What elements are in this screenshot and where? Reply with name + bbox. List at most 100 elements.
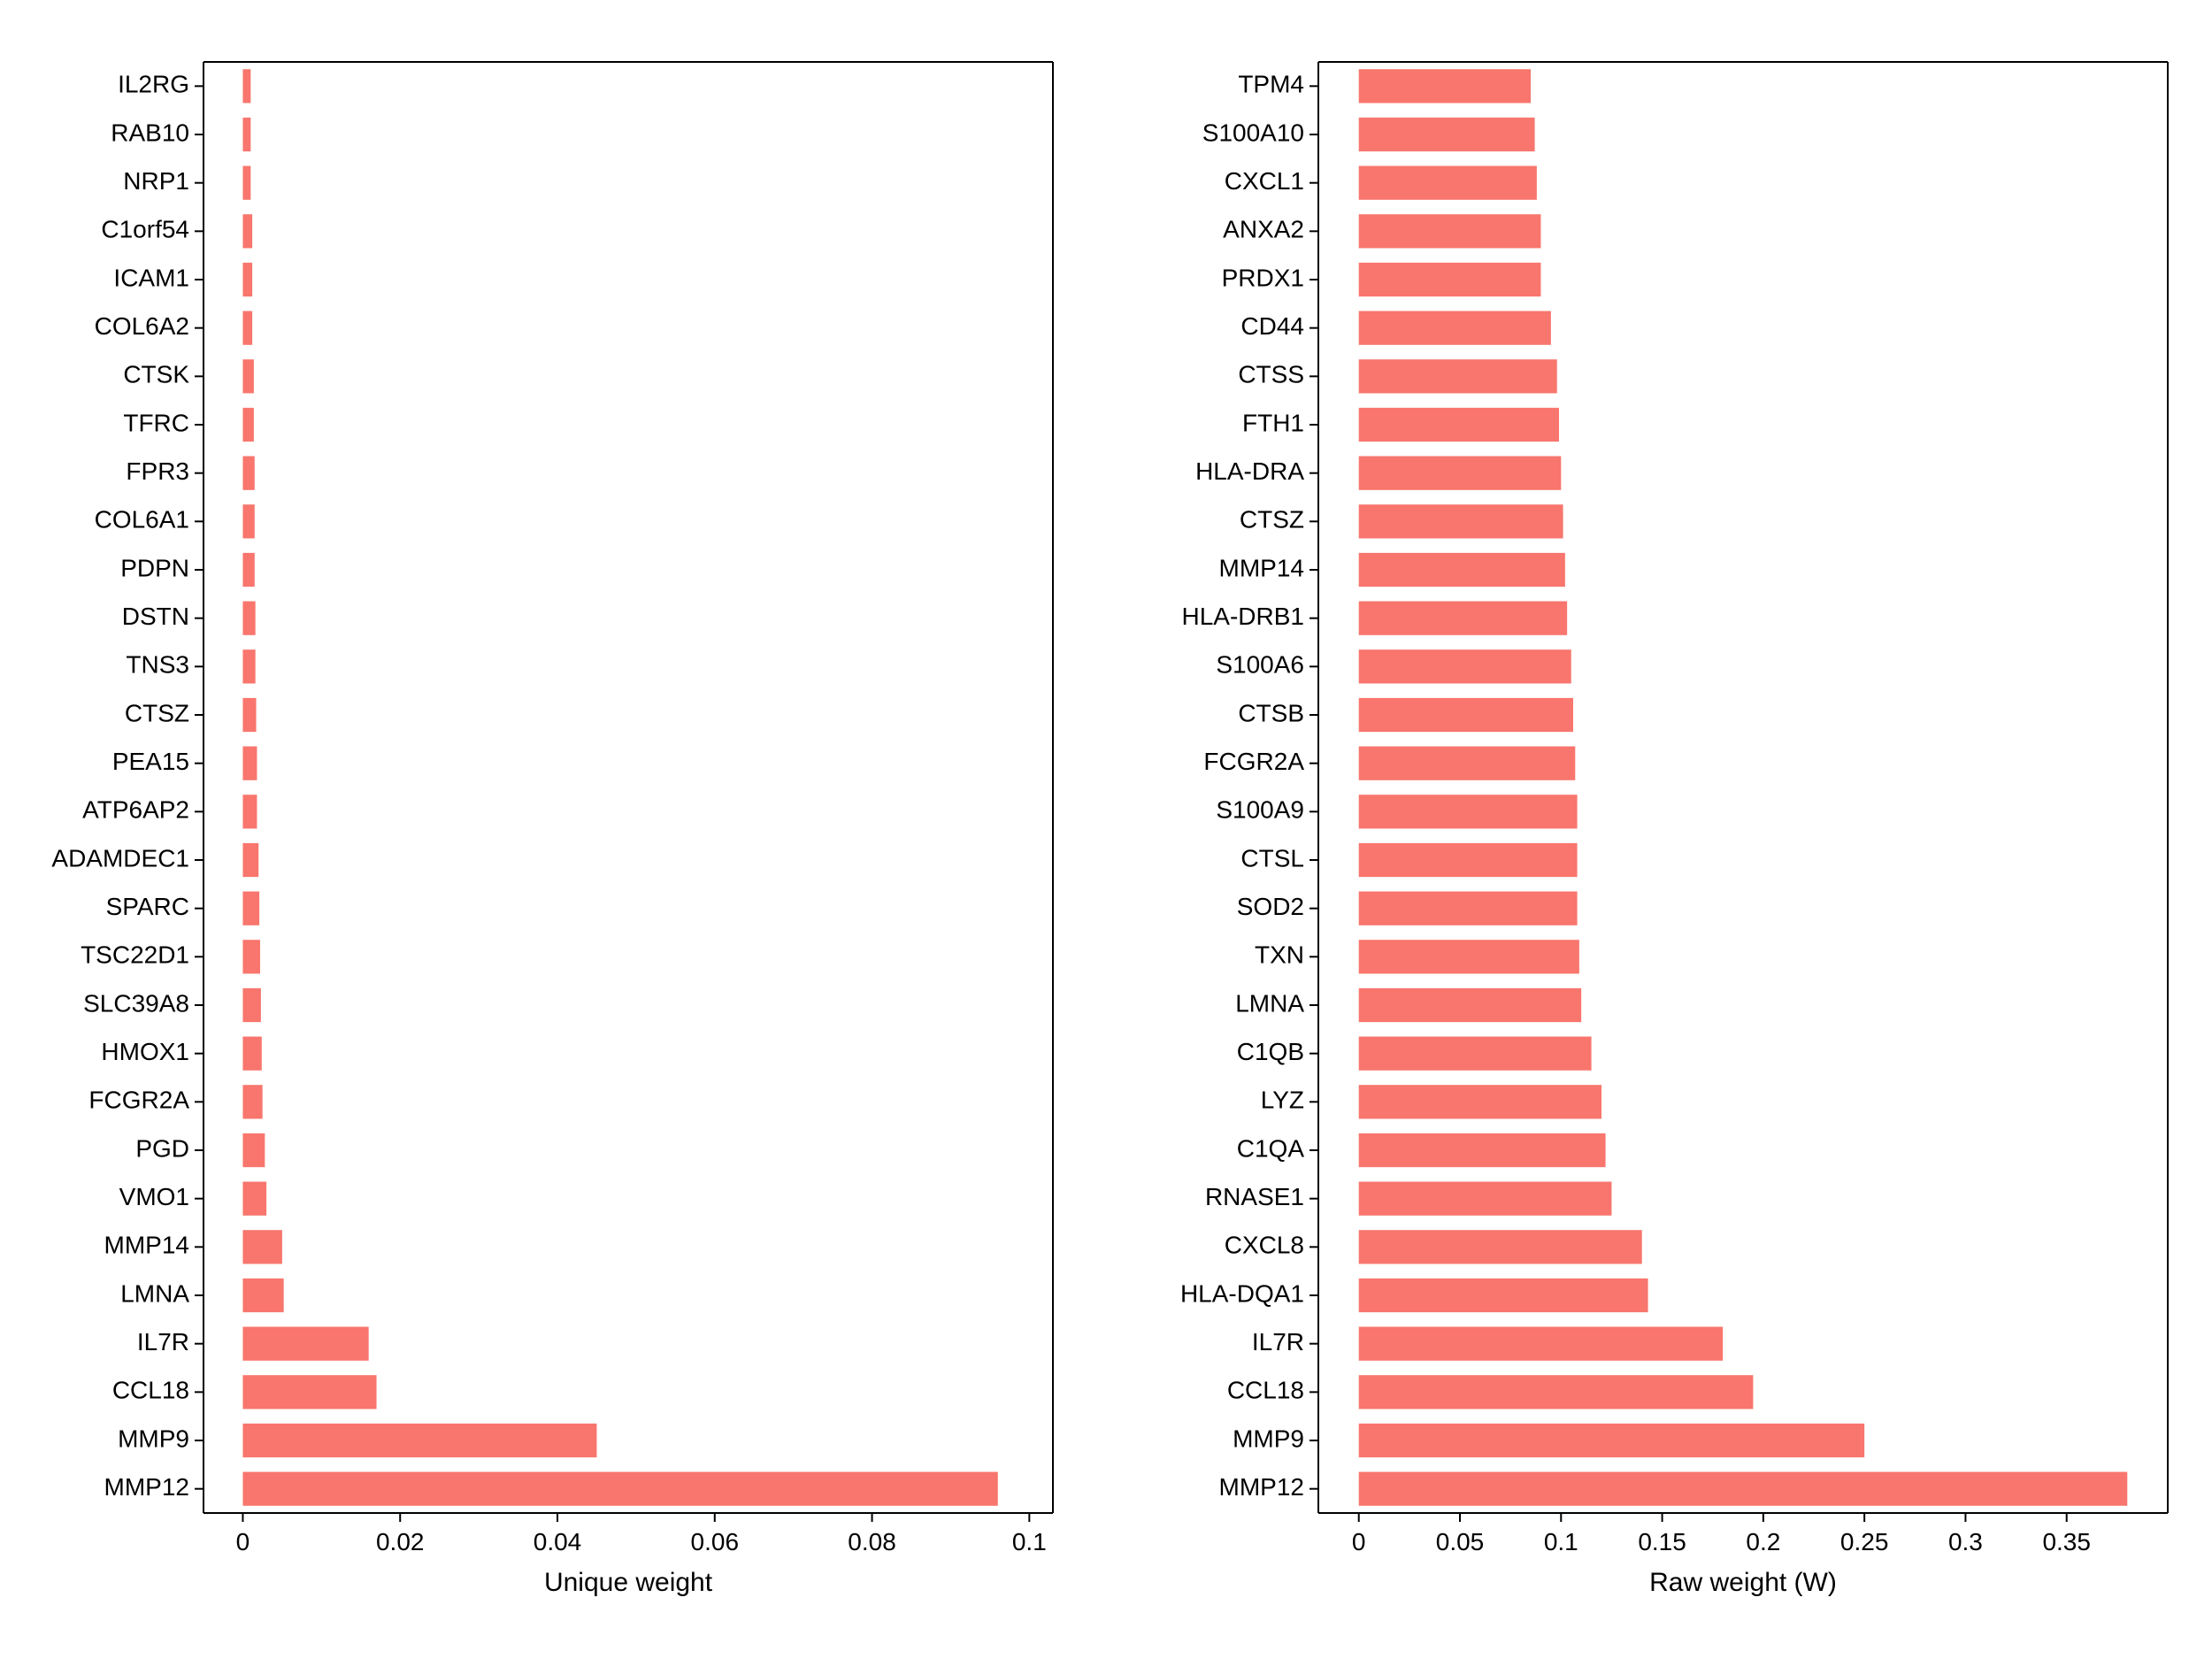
bar bbox=[242, 1182, 266, 1216]
bar bbox=[1359, 649, 1571, 683]
bar bbox=[242, 118, 250, 151]
bar bbox=[1359, 457, 1562, 490]
y-tick-label: LYZ bbox=[1261, 1087, 1304, 1114]
bar bbox=[242, 1375, 376, 1409]
x-tick-label: 0 bbox=[1352, 1528, 1366, 1555]
x-tick-label: 0.06 bbox=[691, 1528, 740, 1555]
x-tick-label: 0.1 bbox=[1544, 1528, 1578, 1555]
bar bbox=[242, 1037, 261, 1071]
x-tick-label: 0.2 bbox=[1746, 1528, 1780, 1555]
bar bbox=[1359, 359, 1557, 393]
x-tick-label: 0.05 bbox=[1436, 1528, 1485, 1555]
bar bbox=[1359, 408, 1559, 442]
x-tick-label: 0.3 bbox=[1948, 1528, 1983, 1555]
y-tick-label: S100A6 bbox=[1216, 651, 1304, 679]
y-tick-label: HLA-DRA bbox=[1195, 457, 1304, 485]
bar bbox=[1359, 698, 1573, 732]
bar bbox=[242, 553, 254, 587]
y-tick-label: ICAM1 bbox=[113, 264, 189, 291]
y-tick-label: CTSL bbox=[1240, 844, 1304, 872]
y-tick-label: COL6A2 bbox=[95, 312, 189, 340]
y-tick-label: PRDX1 bbox=[1222, 264, 1304, 291]
bar bbox=[1359, 747, 1576, 780]
y-tick-label: C1QB bbox=[1237, 1038, 1304, 1065]
y-tick-label: PGD bbox=[135, 1134, 189, 1162]
bar bbox=[1359, 118, 1535, 151]
y-tick-label: PDPN bbox=[120, 554, 189, 581]
y-tick-label: HLA-DQA1 bbox=[1180, 1279, 1304, 1307]
x-tick-label: 0.02 bbox=[376, 1528, 425, 1555]
y-tick-label: TSC22D1 bbox=[81, 941, 189, 969]
y-tick-label: S100A9 bbox=[1216, 796, 1304, 824]
y-tick-label: CXCL1 bbox=[1225, 167, 1304, 195]
y-tick-label: FCGR2A bbox=[88, 1087, 189, 1114]
y-tick-label: TFRC bbox=[123, 409, 189, 436]
y-tick-label: MMP12 bbox=[104, 1473, 189, 1501]
bar bbox=[242, 1424, 596, 1457]
bar bbox=[1359, 504, 1563, 538]
y-tick-label: COL6A1 bbox=[95, 506, 189, 534]
y-tick-label: CTSK bbox=[123, 361, 189, 388]
bar bbox=[242, 408, 253, 442]
bar bbox=[242, 892, 259, 926]
bar bbox=[242, 747, 257, 780]
y-tick-label: HLA-DRB1 bbox=[1182, 603, 1304, 630]
y-tick-label: TPM4 bbox=[1238, 71, 1304, 98]
y-tick-label: IL7R bbox=[137, 1328, 189, 1356]
bar bbox=[242, 457, 254, 490]
y-tick-label: SOD2 bbox=[1237, 893, 1304, 920]
bar bbox=[242, 263, 252, 296]
x-tick-label: 0.15 bbox=[1638, 1528, 1686, 1555]
y-tick-label: MMP9 bbox=[118, 1425, 189, 1452]
y-tick-label: S100A10 bbox=[1202, 119, 1304, 146]
bar bbox=[242, 1230, 281, 1263]
bar bbox=[242, 1327, 368, 1361]
y-tick-label: C1orf54 bbox=[101, 216, 189, 243]
x-tick-label: 0.35 bbox=[2042, 1528, 2091, 1555]
chart-container: IL2RGRAB10NRP1C1orf54ICAM1COL6A2CTSKTFRC… bbox=[0, 0, 2212, 1659]
bar bbox=[242, 795, 257, 828]
bar bbox=[1359, 1327, 1723, 1361]
y-tick-label: CTSZ bbox=[1240, 506, 1304, 534]
bar bbox=[1359, 263, 1541, 296]
bar bbox=[242, 698, 256, 732]
bar bbox=[242, 166, 250, 200]
x-tick-label: 0 bbox=[236, 1528, 250, 1555]
y-tick-label: TXN bbox=[1255, 941, 1304, 969]
x-tick-label: 0.1 bbox=[1012, 1528, 1047, 1555]
bar bbox=[1359, 1085, 1601, 1118]
bar bbox=[242, 940, 260, 973]
bar bbox=[1359, 69, 1531, 103]
y-tick-label: NRP1 bbox=[123, 167, 189, 195]
bar bbox=[242, 1133, 265, 1167]
y-tick-label: VMO1 bbox=[119, 1183, 189, 1210]
bar bbox=[242, 359, 253, 393]
y-tick-label: HMOX1 bbox=[101, 1038, 189, 1065]
x-tick-label: 0.25 bbox=[1840, 1528, 1889, 1555]
y-tick-label: TNS3 bbox=[126, 651, 189, 679]
y-tick-label: RAB10 bbox=[111, 119, 189, 146]
chart-svg: IL2RGRAB10NRP1C1orf54ICAM1COL6A2CTSKTFRC… bbox=[0, 0, 2212, 1659]
y-tick-label: DSTN bbox=[122, 603, 189, 630]
background bbox=[0, 0, 2212, 1659]
bar bbox=[1359, 214, 1541, 248]
bar bbox=[1359, 1133, 1606, 1167]
y-tick-label: MMP14 bbox=[1219, 554, 1304, 581]
bar bbox=[242, 649, 255, 683]
bar bbox=[242, 1472, 997, 1506]
y-tick-label: MMP12 bbox=[1219, 1473, 1304, 1501]
y-tick-label: MMP14 bbox=[104, 1232, 189, 1259]
y-tick-label: FTH1 bbox=[1242, 409, 1304, 436]
bar bbox=[1359, 311, 1551, 345]
bar bbox=[1359, 166, 1537, 200]
y-tick-label: PEA15 bbox=[112, 748, 189, 775]
bar bbox=[1359, 1279, 1648, 1312]
y-tick-label: CTSB bbox=[1238, 699, 1304, 726]
y-tick-label: ANXA2 bbox=[1223, 216, 1304, 243]
bar bbox=[242, 988, 260, 1022]
bar bbox=[1359, 940, 1579, 973]
x-tick-label: 0.04 bbox=[534, 1528, 582, 1555]
y-tick-label: MMP9 bbox=[1233, 1425, 1304, 1452]
bar bbox=[242, 1279, 283, 1312]
bar bbox=[1359, 988, 1581, 1022]
